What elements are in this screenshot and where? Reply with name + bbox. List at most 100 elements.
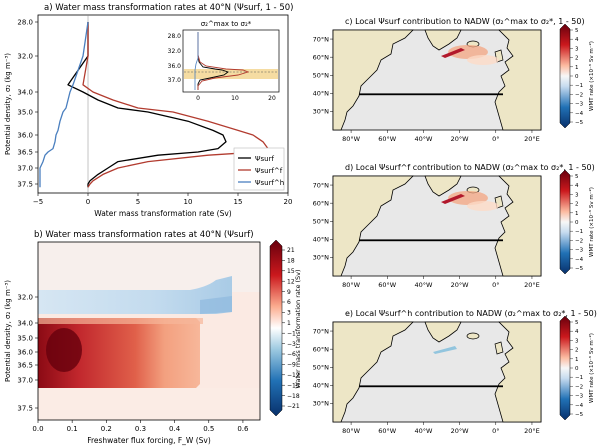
map-lat-tick-label: 30°N [313, 254, 330, 262]
inset-line-psi-surf [197, 32, 229, 90]
colorbar-wmt-tick-label: 5 [575, 174, 579, 180]
map-lat-tick-label: 60°N [313, 199, 330, 207]
inset-line-psi-surf-f [197, 32, 250, 90]
panel-d-title: d) Local Ψsurf^f contribution to NADW (σ… [345, 163, 595, 172]
map-lat-tick-label: 40°N [313, 236, 330, 244]
panel-b-ytick-label: 35.0 [17, 335, 33, 343]
colorbar-wmt-tick-label: −4 [575, 111, 584, 117]
map-lat-tick-label: 60°N [313, 53, 330, 61]
colorbar-wmt-tick-label: 3 [575, 338, 579, 344]
heat-region-red [38, 318, 200, 388]
panel-b-xtick-label: 0.5 [203, 425, 214, 433]
colorbar-wmt-label: WMT rate (×10⁻⁶ Sv m⁻²) [588, 41, 595, 111]
panel-b-ytick-label: 37.5 [17, 405, 33, 413]
panel-e-title: e) Local Ψsurf^h contribution to NADW (σ… [345, 309, 597, 318]
colorbar-sv-tick-label: 21 [287, 247, 295, 254]
map-land-iceland [466, 332, 480, 340]
colorbar-sv-tick-label: 9 [287, 289, 291, 296]
inset-ytick-2: 36.0 [168, 63, 182, 70]
colorbar-sv-tick-label: −21 [287, 403, 300, 410]
colorbar-sv-tick-label: −6 [287, 351, 296, 358]
panel-a-ytick-label: 28.0 [17, 19, 33, 27]
panel-c-title: c) Local Ψsurf contribution to NADW (σ₂^… [345, 17, 585, 26]
colorbar-sv-tick-label: 12 [287, 278, 295, 285]
line-psi-surf-h [39, 21, 89, 188]
map-land-europe-africa [494, 321, 542, 423]
panel-b-xtick-label: 0.3 [135, 425, 146, 433]
colorbar-wmt-tick-label: 3 [575, 46, 579, 52]
panel-b-xtick-label: 0.1 [67, 425, 78, 433]
colorbar-wmt-tick-label: 0 [575, 74, 579, 80]
inset-nadw-shade [184, 69, 278, 79]
panel-a-xlabel: Water mass transformation rate (Sv) [94, 209, 232, 218]
map-lat-tick-label: 70°N [313, 35, 330, 43]
colorbar-wmt-tick-label: 5 [575, 320, 579, 326]
panel-a-xticks: −5 0 5 10 15 20 [33, 193, 292, 206]
inset-title: σ₂^max to σ₂* [201, 20, 252, 28]
colorbar-wmt-tick-label: 1 [575, 65, 579, 71]
colorbar-sv-tick-label: 1 [287, 320, 291, 327]
inset-line-psi-surf-h [194, 32, 199, 90]
panel-a-ytick-label: 36.5 [17, 149, 33, 157]
map-lon-tick-label: 80°W [342, 135, 361, 143]
panel-b-xticks: 0.0 0.1 0.2 0.3 0.4 0.5 0.6 [32, 420, 249, 433]
map-lon-tick-label: 60°W [378, 427, 397, 435]
map-land-greenland [424, 29, 462, 51]
colorbar-sv-tick-label: 18 [287, 258, 295, 265]
colorbar-wmt-tick-label: −3 [575, 248, 584, 254]
panel-b-colorbar: 21 18 15 12 9 6 3 1 −1 −3 −6 −9 −12 −15 −18 −21 Water m… [269, 239, 302, 417]
map-lat-tick-label: 70°N [313, 181, 330, 189]
map-40n-section [359, 385, 503, 388]
panel-b-xtick-label: 0.6 [237, 425, 249, 433]
heat-region-blue-dark [200, 296, 232, 314]
map-40n-section [359, 239, 503, 242]
panel-a-ylabel: Potential density, σ₂ (kg m⁻³) [4, 53, 12, 155]
map-land-north-america [332, 321, 414, 423]
colorbar-sv-tick-label: −12 [287, 372, 300, 379]
map-lon-tick-label: 20°E [524, 135, 540, 143]
line-psi-surf-f [82, 22, 269, 188]
panel-a-ytick-label: 35.0 [17, 109, 33, 117]
map-lat-tick-label: 40°N [313, 90, 330, 98]
panel-a-yticks: 28.0 32.0 34.0 35.0 36.0 36.5 37.0 37.5 [17, 19, 38, 189]
colorbar-wmt-tick-label: −2 [575, 384, 583, 390]
colorbar-wmt-tick-label: 2 [575, 56, 579, 62]
colorbar-sv-ticks: 21 18 15 12 9 6 3 1 −1 −3 −6 −9 −12 −15 −18 −21 [282, 247, 300, 410]
colorbar-wmt-label: WMT rate (×10⁻⁶ Sv m⁻²) [588, 333, 595, 403]
map-land-greenland [424, 175, 462, 197]
inset-xtick-0: 0 [196, 95, 200, 102]
legend-label-psi-surf-f: Ψsurf^f [255, 167, 283, 175]
map-lat-tick-label: 70°N [313, 327, 330, 335]
map-lon-tick-label: 0° [492, 135, 499, 143]
panel-a-xtick-label: 5 [136, 198, 140, 206]
panel-b-yticks: 32.0 34.0 35.0 36.0 36.5 37.0 37.5 [17, 294, 38, 413]
colorbar-wmt-tick-label: 0 [575, 366, 579, 372]
map-lon-tick-label: 80°W [342, 281, 361, 289]
colorbar-sv-label: Water mass transformation rate (Sv) [294, 269, 302, 388]
legend-label-psi-surf: Ψsurf [255, 155, 274, 163]
colorbar-sv-tick-label: −1 [287, 330, 296, 337]
panel-e: e) Local Ψsurf^h contribution to NADW (σ… [313, 309, 597, 435]
map-lat-tick-label: 60°N [313, 345, 330, 353]
map-lat-tick-label: 50°N [313, 71, 330, 79]
heat-region-red-edge [38, 318, 203, 324]
panel-a-ytick-label: 34.0 [17, 89, 33, 97]
colorbar-wmt-tick-label: −1 [575, 229, 583, 235]
map-lon-tick-label: 20°W [451, 135, 470, 143]
map-lon-tick-label: 20°E [524, 427, 540, 435]
colorbar-wmt-tick-label: 4 [575, 37, 579, 43]
panel-a-lines [39, 15, 269, 193]
colorbar-wmt-tick-label: 2 [575, 202, 579, 208]
panel-c: c) Local Ψsurf contribution to NADW (σ₂^… [313, 17, 595, 143]
panel-a-inset: σ₂^max to σ₂* 28.0 32.0 36.0 37.0 0 10 2… [168, 20, 280, 102]
map-lon-tick-label: 40°W [414, 281, 433, 289]
panel-a-xtick-label: 0 [86, 198, 90, 206]
map-lon-tick-label: 80°W [342, 427, 361, 435]
inset-xtick-1: 10 [231, 95, 239, 102]
colorbar-wmt-tick-label: 0 [575, 220, 579, 226]
panel-b-title: b) Water mass transformation rates at 40… [34, 230, 254, 240]
panel-d: d) Local Ψsurf^f contribution to NADW (σ… [313, 163, 595, 289]
map-land-uk [494, 341, 504, 355]
colorbar-wmt [559, 23, 571, 129]
